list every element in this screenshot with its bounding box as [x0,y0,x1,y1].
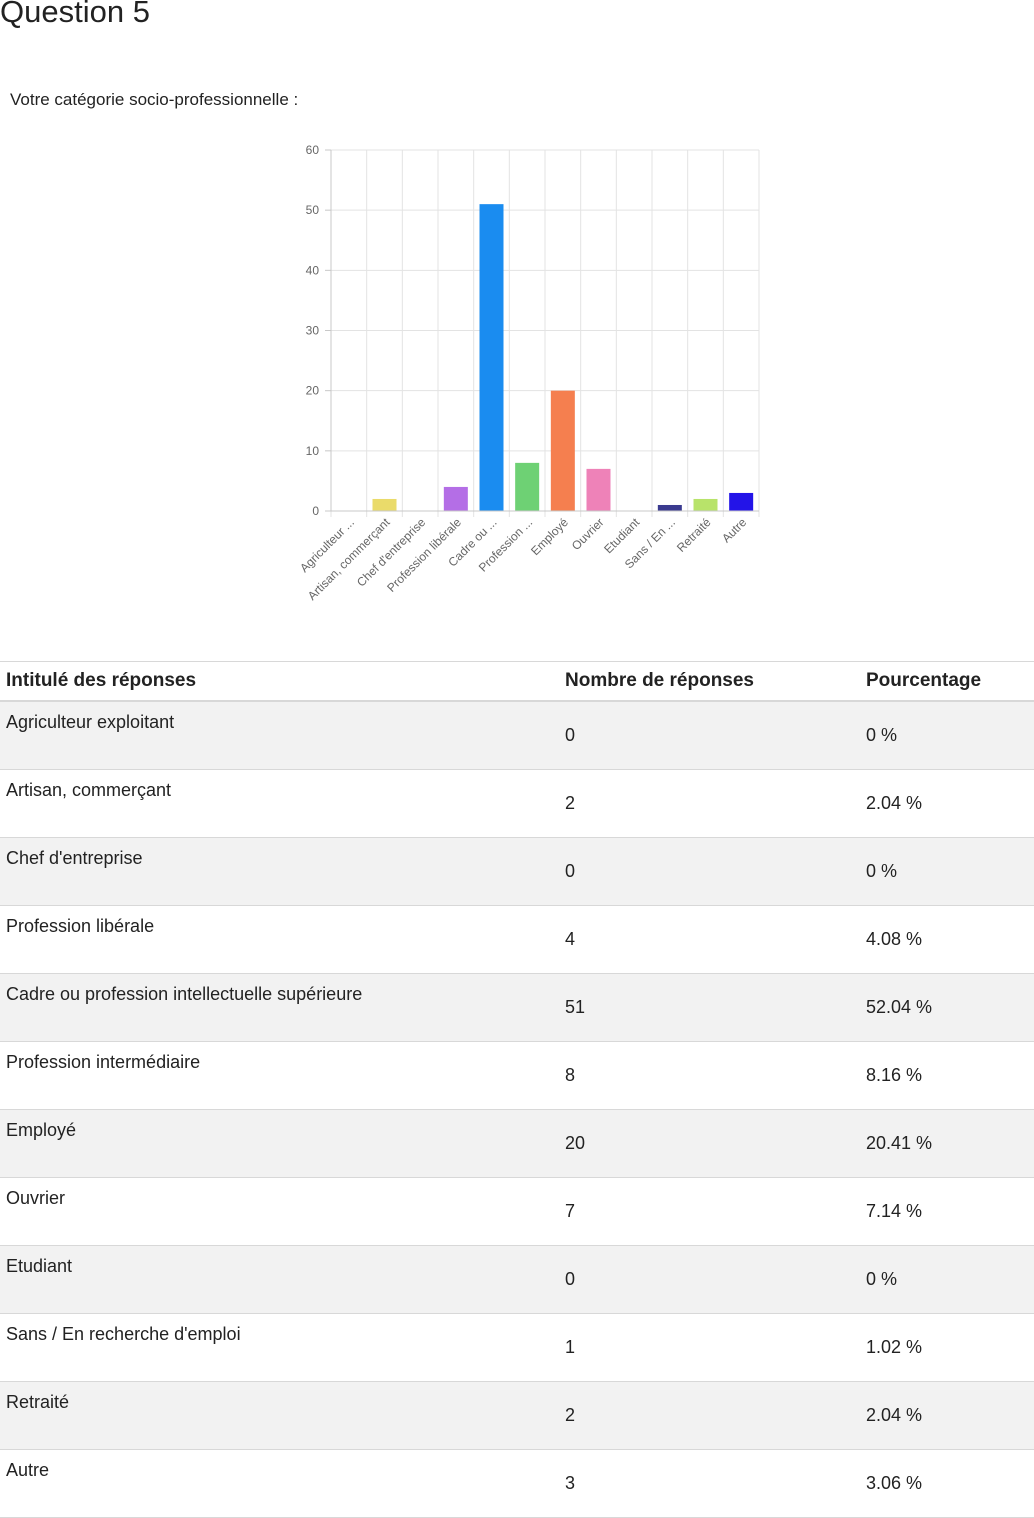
row-percent: 7.14 % [856,1177,1034,1246]
row-count: 2 [555,1381,856,1450]
row-count: 51 [555,973,856,1042]
bar [479,204,504,511]
row-count: 8 [555,1041,856,1110]
bar [443,486,468,511]
header-percent: Pourcentage [856,661,1034,702]
row-percent: 4.08 % [856,905,1034,974]
table-row: Artisan, commerçant 2 2.04 % [0,769,1034,838]
row-count: 0 [555,837,856,906]
row-label: Sans / En recherche d'emploi [0,1313,555,1382]
row-count: 0 [555,701,856,770]
bar [693,498,718,511]
row-percent: 20.41 % [856,1109,1034,1178]
bar [515,462,540,511]
table-row: Cadre ou profession intellectuelle supér… [0,973,1034,1042]
y-tick-label: 40 [306,263,320,277]
table-row: Profession libérale 4 4.08 % [0,905,1034,974]
row-label: Cadre ou profession intellectuelle supér… [0,973,555,1042]
table-row: Chef d'entreprise 0 0 % [0,837,1034,906]
row-count: 1 [555,1313,856,1382]
row-label: Ouvrier [0,1177,555,1246]
x-tick-label: Autre [719,515,749,545]
table-row: Etudiant 0 0 % [0,1245,1034,1314]
row-percent: 2.04 % [856,769,1034,838]
row-label: Etudiant [0,1245,555,1314]
row-label: Artisan, commerçant [0,769,555,838]
x-tick-label: Retraité [674,515,714,555]
row-label: Profession intermédiaire [0,1041,555,1110]
row-count: 7 [555,1177,856,1246]
row-percent: 1.02 % [856,1313,1034,1382]
table-row: Retraité 2 2.04 % [0,1381,1034,1450]
page-title: Question 5 [0,0,150,29]
row-percent: 3.06 % [856,1449,1034,1518]
bar [729,492,754,511]
y-tick-label: 60 [306,143,320,157]
results-table: Intitulé des réponses Nombre de réponses… [0,661,1034,1518]
row-percent: 8.16 % [856,1041,1034,1110]
table-header-row: Intitulé des réponses Nombre de réponses… [0,661,1034,702]
row-percent: 0 % [856,1245,1034,1314]
row-percent: 2.04 % [856,1381,1034,1450]
row-label: Chef d'entreprise [0,837,555,906]
row-count: 0 [555,1245,856,1314]
table-row: Sans / En recherche d'emploi 1 1.02 % [0,1313,1034,1382]
row-percent: 0 % [856,701,1034,770]
table-row: Profession intermédiaire 8 8.16 % [0,1041,1034,1110]
table-row: Autre 3 3.06 % [0,1449,1034,1518]
y-tick-label: 30 [306,324,320,338]
bar [657,504,682,511]
row-count: 2 [555,769,856,838]
y-tick-label: 10 [306,444,320,458]
table-row: Agriculteur exploitant 0 0 % [0,701,1034,770]
y-tick-label: 0 [312,504,319,518]
y-axis-tick-labels: 0 10 20 30 40 50 60 [306,143,320,518]
y-tick-label: 20 [306,384,320,398]
question-text: Votre catégorie socio-professionnelle : [10,90,299,109]
header-label: Intitulé des réponses [0,661,555,702]
row-label: Agriculteur exploitant [0,701,555,770]
bar [372,498,397,511]
chart-grid [330,149,760,517]
row-label: Profession libérale [0,905,555,974]
row-percent: 0 % [856,837,1034,906]
row-label: Autre [0,1449,555,1518]
row-percent: 52.04 % [856,973,1034,1042]
row-label: Employé [0,1109,555,1178]
x-tick-label: Employé [528,515,571,558]
chart-axes [325,149,759,512]
row-count: 3 [555,1449,856,1518]
table-body: Agriculteur exploitant 0 0 % Artisan, comme… [0,701,1034,1518]
row-count: 20 [555,1109,856,1178]
bar [586,468,611,511]
row-label: Retraité [0,1381,555,1450]
chart-bars [372,204,754,511]
bar [550,390,575,511]
bar-chart: 0 10 20 30 40 50 60 Agriculteur ...Artisan, co… [297,143,760,603]
table-row: Ouvrier 7 7.14 % [0,1177,1034,1246]
header-count: Nombre de réponses [555,661,856,702]
y-tick-label: 50 [306,203,320,217]
table-row: Employé 20 20.41 % [0,1109,1034,1178]
row-count: 4 [555,905,856,974]
